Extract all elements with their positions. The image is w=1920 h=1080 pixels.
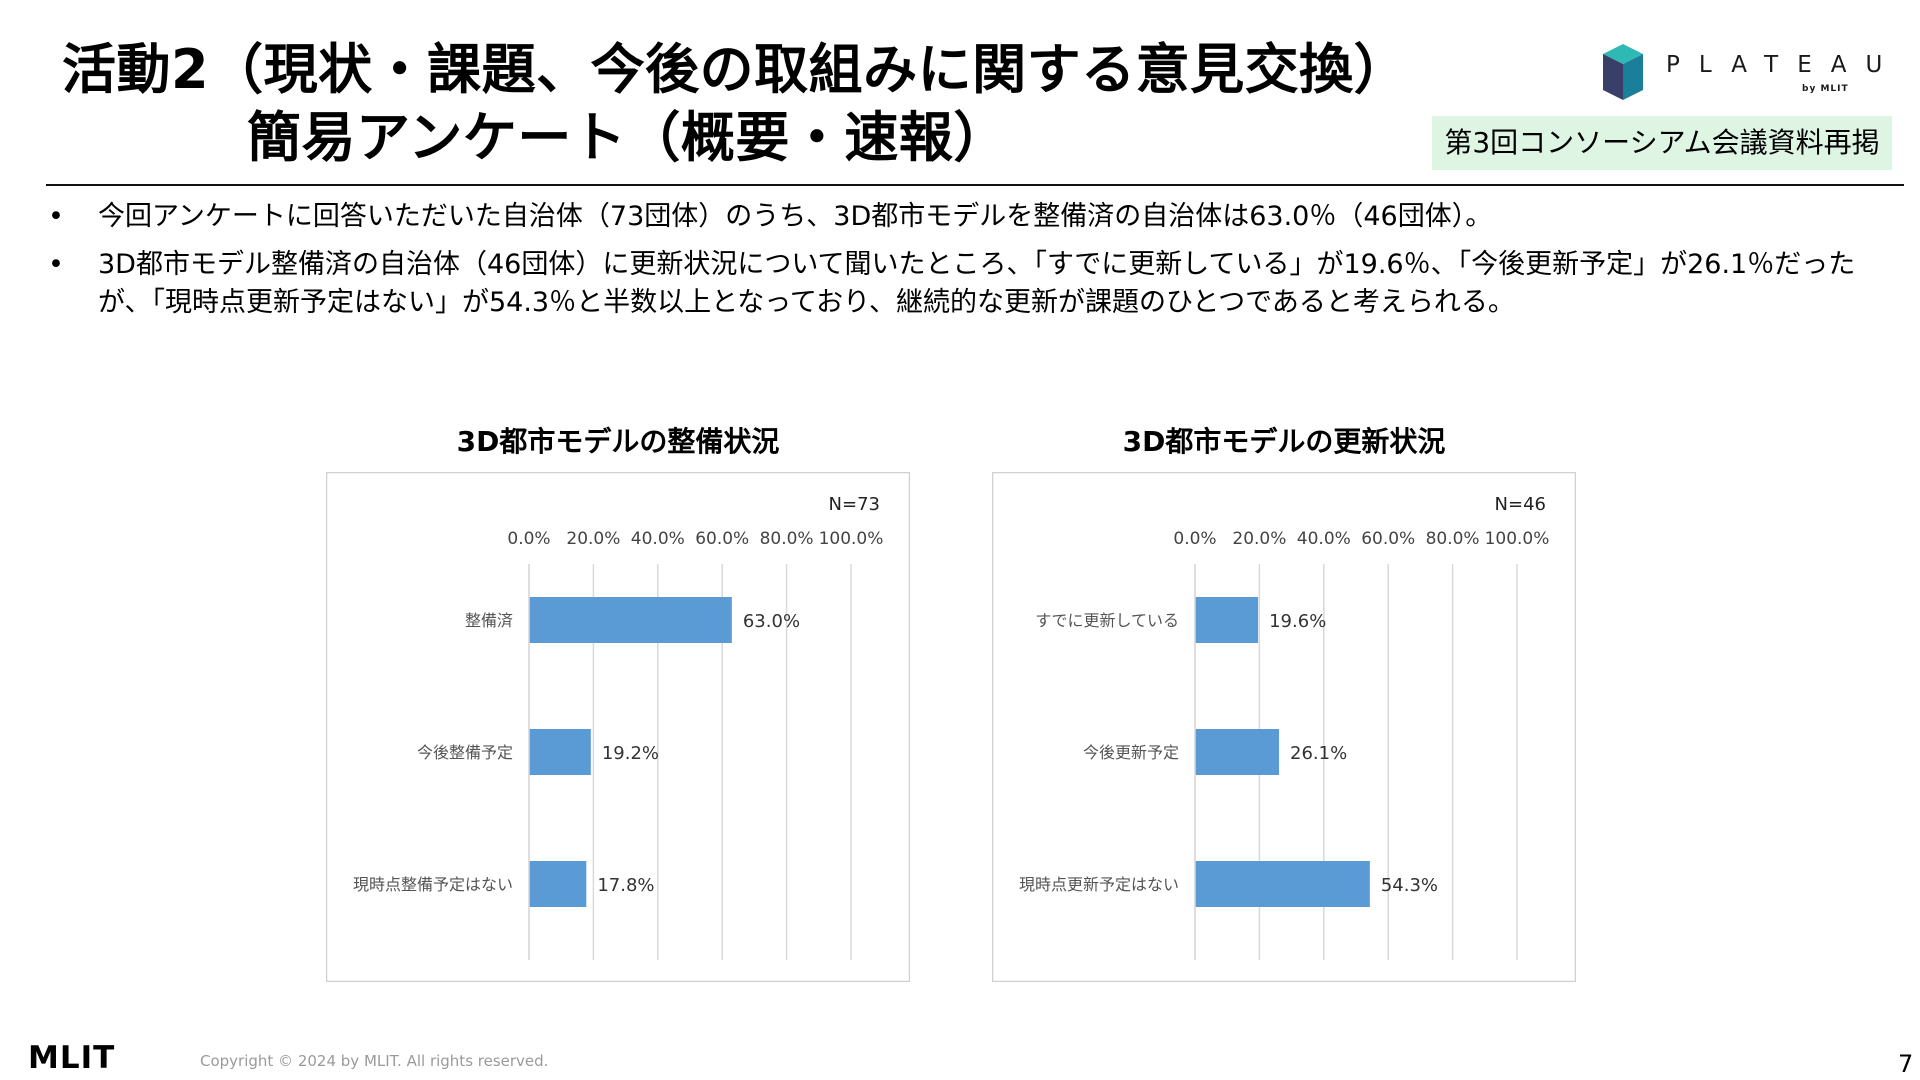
- category-label: 現時点更新予定はない: [1019, 875, 1179, 894]
- summary-bullets: 今回アンケートに回答いただいた自治体（73団体）のうち、3D都市モデルを整備済の…: [48, 198, 1888, 332]
- tick-label: 60.0%: [1361, 529, 1415, 549]
- tick-label: 40.0%: [631, 529, 685, 549]
- page-title-line-2: 簡易アンケート（概要・速報）: [247, 106, 1008, 169]
- category-label: 現時点整備予定はない: [353, 875, 513, 894]
- tick-label: 60.0%: [695, 529, 749, 549]
- mlit-logo-text: MLIT: [28, 1040, 115, 1074]
- data-label: 17.8%: [597, 875, 654, 896]
- data-label: 26.1%: [1290, 743, 1347, 764]
- category-label: 整備済: [465, 611, 513, 630]
- data-label: 19.6%: [1269, 611, 1326, 632]
- data-label: 54.3%: [1381, 875, 1438, 896]
- category-label: 今後更新予定: [1083, 743, 1179, 762]
- bar: [1195, 861, 1370, 907]
- bar: [1195, 597, 1259, 643]
- sample-size-label: N=46: [1495, 494, 1546, 515]
- tick-label: 20.0%: [1232, 529, 1286, 549]
- tick-label: 0.0%: [507, 529, 550, 549]
- tick-label: 40.0%: [1297, 529, 1351, 549]
- bar: [529, 861, 587, 907]
- tick-label: 80.0%: [1426, 529, 1480, 549]
- tick-label: 100.0%: [1485, 529, 1550, 549]
- bullet-item: 今回アンケートに回答いただいた自治体（73団体）のうち、3D都市モデルを整備済の…: [48, 198, 1888, 236]
- copyright: Copyright © 2024 by MLIT. All rights res…: [200, 1052, 549, 1070]
- plateau-logo: PLATEAU by MLIT: [1598, 42, 1882, 102]
- brand-name: PLATEAU: [1666, 52, 1902, 78]
- mlit-logo: MLIT: [28, 1040, 115, 1074]
- chart-title: 3D都市モデルの更新状況: [1122, 425, 1446, 458]
- chart-update-status: N=46 0.0% 20.0% 40.0% 60.0% 80.0% 100.0% すでに更新し…: [992, 472, 1576, 982]
- data-label: 63.0%: [743, 611, 800, 632]
- header-divider: [46, 184, 1904, 186]
- category-label: すでに更新している: [1035, 611, 1179, 630]
- reprint-badge: 第3回コンソーシアム会議資料再掲: [1432, 116, 1892, 170]
- chart-frame: [326, 472, 910, 982]
- page-title-line-1: 活動2（現状・課題、今後の取組みに関する意見交換）: [62, 38, 1409, 101]
- chart-title: 3D都市モデルの整備状況: [456, 425, 780, 458]
- tick-label: 80.0%: [760, 529, 814, 549]
- tick-label: 20.0%: [566, 529, 620, 549]
- data-label: 19.2%: [602, 743, 659, 764]
- bar: [1195, 729, 1280, 775]
- bar: [529, 729, 591, 775]
- bar: [529, 597, 732, 643]
- sample-size-label: N=73: [829, 494, 880, 515]
- plateau-cube-icon: [1603, 44, 1643, 100]
- brand-sub: by MLIT: [1802, 84, 1849, 94]
- tick-label: 0.0%: [1173, 529, 1216, 549]
- category-label: 今後整備予定: [417, 743, 513, 762]
- tick-label: 100.0%: [819, 529, 884, 549]
- chart-maintenance-status: N=73 0.0% 20.0% 40.0% 60.0% 80.0% 100.0% 整備済 63.…: [326, 472, 910, 982]
- page-number: 7: [1898, 1050, 1914, 1078]
- bullet-item: 3D都市モデル整備済の自治体（46団体）に更新状況について聞いたところ、「すでに…: [48, 246, 1888, 322]
